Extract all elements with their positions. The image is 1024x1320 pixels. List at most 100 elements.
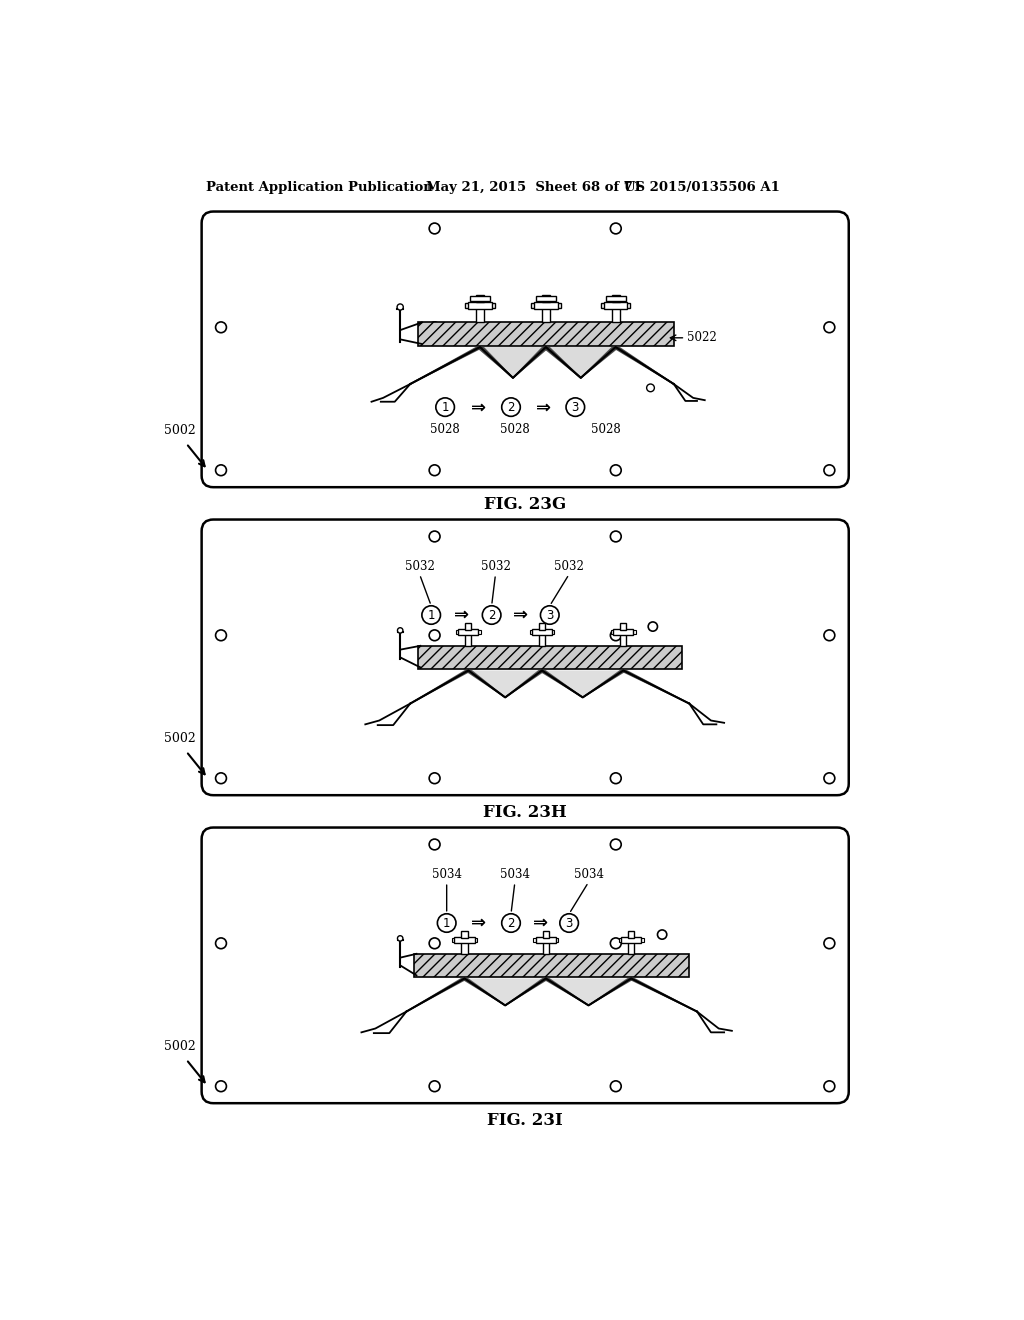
Circle shape bbox=[824, 630, 835, 640]
Bar bbox=[414, 954, 689, 977]
Text: ⇒: ⇒ bbox=[471, 913, 486, 932]
Bar bbox=[414, 954, 689, 977]
Bar bbox=[476, 305, 484, 322]
Bar bbox=[621, 632, 627, 645]
Text: 5002: 5002 bbox=[164, 424, 196, 437]
Circle shape bbox=[610, 465, 622, 475]
Bar bbox=[465, 623, 471, 630]
Bar bbox=[611, 305, 620, 322]
Bar bbox=[418, 322, 674, 346]
Bar bbox=[611, 294, 620, 302]
Polygon shape bbox=[542, 671, 624, 697]
Circle shape bbox=[824, 939, 835, 949]
Bar bbox=[542, 294, 550, 302]
Text: 3: 3 bbox=[565, 916, 572, 929]
Circle shape bbox=[429, 774, 440, 784]
Text: 2: 2 bbox=[507, 400, 515, 413]
Circle shape bbox=[610, 531, 622, 543]
Circle shape bbox=[610, 630, 622, 640]
Circle shape bbox=[824, 1081, 835, 1092]
Text: Patent Application Publication: Patent Application Publication bbox=[206, 181, 432, 194]
Bar bbox=[462, 932, 468, 937]
Circle shape bbox=[216, 1081, 226, 1092]
Text: 5032: 5032 bbox=[404, 560, 434, 573]
Circle shape bbox=[610, 322, 622, 333]
Circle shape bbox=[429, 465, 440, 475]
Polygon shape bbox=[546, 978, 631, 1006]
Circle shape bbox=[429, 1081, 440, 1092]
Circle shape bbox=[824, 465, 835, 475]
FancyBboxPatch shape bbox=[202, 211, 849, 487]
Circle shape bbox=[397, 304, 403, 310]
Bar bbox=[465, 632, 471, 645]
Circle shape bbox=[437, 913, 456, 932]
Circle shape bbox=[216, 939, 226, 949]
Circle shape bbox=[422, 606, 440, 624]
Circle shape bbox=[397, 936, 402, 941]
Circle shape bbox=[610, 840, 622, 850]
Circle shape bbox=[610, 1081, 622, 1092]
Text: FIG. 23I: FIG. 23I bbox=[487, 1111, 563, 1129]
Text: ⇒: ⇒ bbox=[513, 606, 528, 624]
Text: 2: 2 bbox=[507, 916, 515, 929]
Circle shape bbox=[482, 606, 501, 624]
Circle shape bbox=[216, 630, 226, 640]
Bar bbox=[613, 630, 634, 635]
Circle shape bbox=[216, 322, 226, 333]
Bar bbox=[611, 630, 636, 634]
Text: ⇒: ⇒ bbox=[454, 606, 469, 624]
Bar bbox=[529, 630, 554, 634]
Text: ⇒: ⇒ bbox=[470, 399, 485, 416]
Circle shape bbox=[429, 630, 440, 640]
Bar bbox=[456, 630, 481, 634]
Circle shape bbox=[216, 465, 226, 475]
Text: 5028: 5028 bbox=[430, 422, 460, 436]
Bar bbox=[539, 632, 545, 645]
Bar bbox=[543, 940, 549, 954]
FancyBboxPatch shape bbox=[202, 520, 849, 795]
Text: 5032: 5032 bbox=[554, 560, 584, 573]
Circle shape bbox=[436, 397, 455, 416]
Bar bbox=[604, 302, 628, 309]
Bar bbox=[536, 937, 556, 942]
Bar bbox=[462, 940, 468, 954]
Bar bbox=[543, 932, 549, 937]
Text: May 21, 2015  Sheet 68 of 71: May 21, 2015 Sheet 68 of 71 bbox=[426, 181, 642, 194]
Text: 5022: 5022 bbox=[687, 331, 717, 345]
Text: US 2015/0135506 A1: US 2015/0135506 A1 bbox=[624, 181, 780, 194]
Bar bbox=[531, 630, 552, 635]
Text: 2: 2 bbox=[487, 609, 496, 622]
Circle shape bbox=[610, 223, 622, 234]
Circle shape bbox=[648, 622, 657, 631]
Circle shape bbox=[429, 531, 440, 543]
Circle shape bbox=[566, 397, 585, 416]
Bar bbox=[453, 939, 477, 942]
Bar bbox=[465, 304, 495, 308]
Circle shape bbox=[824, 322, 835, 333]
Text: 5034: 5034 bbox=[432, 867, 462, 880]
Text: 5034: 5034 bbox=[500, 867, 529, 880]
Bar bbox=[628, 940, 634, 954]
Circle shape bbox=[646, 384, 654, 392]
Circle shape bbox=[502, 913, 520, 932]
Polygon shape bbox=[465, 978, 546, 1006]
Polygon shape bbox=[546, 347, 615, 378]
Polygon shape bbox=[468, 671, 542, 697]
Circle shape bbox=[657, 929, 667, 940]
Text: 5032: 5032 bbox=[480, 560, 510, 573]
Bar bbox=[531, 304, 560, 308]
Bar bbox=[628, 932, 634, 937]
FancyBboxPatch shape bbox=[202, 828, 849, 1104]
Bar bbox=[459, 630, 478, 635]
Text: 5002: 5002 bbox=[164, 733, 196, 744]
Circle shape bbox=[429, 223, 440, 234]
Text: FIG. 23G: FIG. 23G bbox=[484, 495, 566, 512]
Bar bbox=[418, 645, 682, 669]
Text: ⇒: ⇒ bbox=[536, 399, 551, 416]
Text: 5028: 5028 bbox=[592, 422, 622, 436]
Circle shape bbox=[429, 322, 440, 333]
Bar bbox=[605, 296, 626, 301]
Bar bbox=[536, 296, 556, 301]
Circle shape bbox=[610, 939, 622, 949]
Bar bbox=[621, 937, 641, 942]
